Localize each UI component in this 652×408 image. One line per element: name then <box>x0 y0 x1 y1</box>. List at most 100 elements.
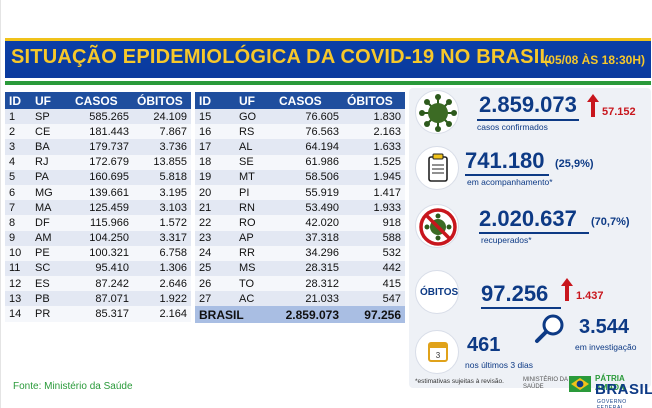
table-row: 22 RO 42.020 918 <box>195 215 405 231</box>
row-id: 15 <box>195 109 235 125</box>
col-header-uf: UF <box>235 92 275 109</box>
row-uf: MS <box>235 260 275 277</box>
row-casos: 87.242 <box>71 276 133 292</box>
row-uf: ES <box>31 276 71 292</box>
col-header-obitos: ÓBITOS <box>133 92 191 109</box>
monitoring-underline <box>465 174 549 176</box>
row-id: 19 <box>195 169 235 185</box>
row-obitos: 1.945 <box>343 169 405 185</box>
row-casos: 172.679 <box>71 154 133 170</box>
row-uf: SP <box>31 109 71 125</box>
ministerio-line2: SAÚDE <box>523 384 544 390</box>
row-casos: 87.071 <box>71 291 133 307</box>
source-note: Fonte: Ministério da Saúde <box>13 381 133 392</box>
monitoring-pct: (25,9%) <box>555 158 594 170</box>
row-id: 18 <box>195 154 235 170</box>
row-uf: BA <box>31 139 71 155</box>
table-row: 14 PR 85.317 2.164 <box>5 306 191 322</box>
table-row: 23 AP 37.318 588 <box>195 230 405 246</box>
row-id: 17 <box>195 139 235 155</box>
row-uf: DF <box>31 215 71 231</box>
row-obitos: 2.164 <box>133 306 191 322</box>
table-row: 26 TO 28.312 415 <box>195 276 405 292</box>
row-casos: 139.661 <box>71 184 133 201</box>
row-casos: 55.919 <box>275 184 343 201</box>
row-casos: 28.315 <box>275 260 343 277</box>
row-uf: TO <box>235 276 275 292</box>
row-obitos: 918 <box>343 215 405 231</box>
row-casos: 76.563 <box>275 124 343 140</box>
row-uf: RJ <box>31 154 71 170</box>
report-date: (05/08 ÀS 18:30H) <box>544 53 645 67</box>
row-uf: MG <box>31 184 71 201</box>
row-uf: GO <box>235 109 275 125</box>
confirmed-underline <box>477 119 579 121</box>
row-obitos: 1.922 <box>133 291 191 307</box>
row-uf: AC <box>235 291 275 307</box>
states-table-left: ID UF CASOS ÓBITOS 1 SP 585.265 24.109 2 CE 18… <box>5 92 191 322</box>
clipboard-icon <box>415 146 459 190</box>
row-id: 14 <box>5 306 31 322</box>
row-id: 25 <box>195 260 235 277</box>
row-obitos: 7.867 <box>133 124 191 140</box>
row-casos: 42.020 <box>275 215 343 231</box>
banner-green-stripe <box>5 81 651 85</box>
table-row: 8 DF 115.966 1.572 <box>5 215 191 231</box>
table-row: 20 PI 55.919 1.417 <box>195 184 405 201</box>
no-virus-icon <box>415 204 459 248</box>
row-casos: 585.265 <box>71 109 133 125</box>
last3days-label: nos últimos 3 dias <box>465 360 534 370</box>
footnote: *estimativas sujeitas à revisão. <box>415 378 504 385</box>
row-id: 3 <box>5 139 31 155</box>
total-row: BRASIL 2.859.073 97.256 <box>195 306 405 324</box>
table-row: 19 MT 58.506 1.945 <box>195 169 405 185</box>
row-uf: MT <box>235 169 275 185</box>
row-id: 2 <box>5 124 31 140</box>
confirmed-delta: 57.152 <box>602 106 636 118</box>
table-row: 18 SE 61.986 1.525 <box>195 154 405 170</box>
row-id: 20 <box>195 184 235 201</box>
table-row: 25 MS 28.315 442 <box>195 260 405 277</box>
row-obitos: 3.317 <box>133 230 191 246</box>
col-header-id: ID <box>5 92 31 109</box>
recovered-underline <box>479 232 589 234</box>
table-row: 12 ES 87.242 2.646 <box>5 276 191 292</box>
recovered-pct: (70,7%) <box>591 216 630 228</box>
table-row: 15 GO 76.605 1.830 <box>195 109 405 125</box>
svg-text:3: 3 <box>436 351 441 360</box>
row-uf: MA <box>31 200 71 216</box>
table-row: 2 CE 181.443 7.867 <box>5 124 191 140</box>
col-header-casos: CASOS <box>275 92 343 109</box>
deaths-underline <box>481 307 561 309</box>
confirmed-label: casos confirmados <box>477 122 548 132</box>
row-casos: 21.033 <box>275 291 343 307</box>
deaths-delta: 1.437 <box>576 290 604 302</box>
table-row: 10 PE 100.321 6.758 <box>5 245 191 261</box>
row-obitos: 1.933 <box>343 200 405 216</box>
calendar-icon: 3 <box>415 330 459 374</box>
row-uf: SE <box>235 154 275 170</box>
virus-icon <box>415 90 459 134</box>
row-obitos: 3.736 <box>133 139 191 155</box>
table-row: 17 AL 64.194 1.633 <box>195 139 405 155</box>
governo-federal-text: GOVERNO FEDERAL <box>597 399 627 408</box>
row-uf: RO <box>235 215 275 231</box>
row-id: 1 <box>5 109 31 125</box>
row-obitos: 1.525 <box>343 154 405 170</box>
row-uf: AM <box>31 230 71 246</box>
row-casos: 61.986 <box>275 154 343 170</box>
table-row: 9 AM 104.250 3.317 <box>5 230 191 246</box>
row-casos: 160.695 <box>71 169 133 185</box>
row-casos: 95.410 <box>71 260 133 277</box>
row-id: 23 <box>195 230 235 246</box>
row-obitos: 3.195 <box>133 184 191 201</box>
row-obitos: 24.109 <box>133 109 191 125</box>
row-obitos: 3.103 <box>133 200 191 216</box>
total-casos: 2.859.073 <box>275 306 343 324</box>
col-header-uf: UF <box>31 92 71 109</box>
states-table-right: ID UF CASOS ÓBITOS 15 GO 76.605 1.830 16 RS 76… <box>195 92 405 324</box>
table-row: 16 RS 76.563 2.163 <box>195 124 405 140</box>
row-obitos: 532 <box>343 245 405 261</box>
table-row: 4 RJ 172.679 13.855 <box>5 154 191 170</box>
